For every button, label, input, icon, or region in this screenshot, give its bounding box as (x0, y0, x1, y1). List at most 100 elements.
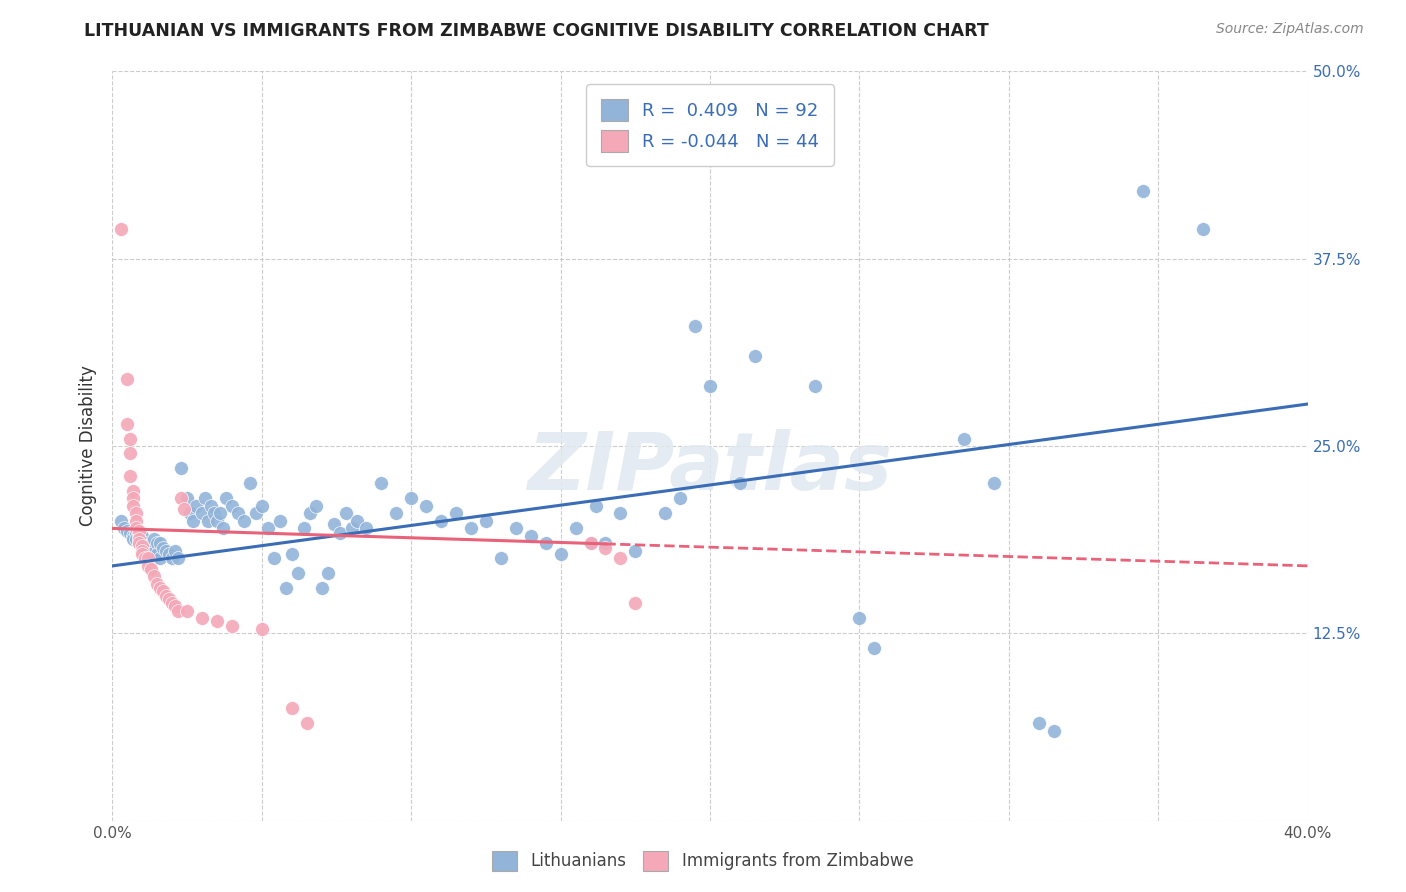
Point (176, 491, 198, 506)
Point (226, 507, 249, 521)
Point (170, 461, 193, 475)
Point (863, 641, 886, 656)
Legend: Lithuanians, Immigrants from Zimbabwe: Lithuanians, Immigrants from Zimbabwe (484, 842, 922, 880)
Point (534, 536, 557, 550)
Point (110, 221, 132, 235)
Point (699, 379, 721, 393)
Point (340, 521, 363, 535)
Point (194, 491, 217, 506)
Point (128, 524, 150, 539)
Point (728, 476, 751, 491)
Point (250, 622, 273, 636)
Point (444, 507, 467, 521)
Point (143, 551, 166, 566)
Point (149, 582, 172, 596)
Point (654, 507, 676, 521)
Point (250, 499, 273, 513)
Point (585, 499, 607, 513)
Point (146, 547, 169, 561)
Point (205, 615, 228, 629)
Point (167, 604, 190, 618)
Point (215, 491, 238, 506)
Point (624, 544, 647, 558)
Point (209, 507, 232, 521)
Text: Source: ZipAtlas.com: Source: ZipAtlas.com (1216, 22, 1364, 37)
Point (245, 507, 267, 521)
Point (128, 536, 150, 550)
Point (134, 541, 156, 555)
Point (173, 502, 195, 516)
Point (803, 379, 825, 393)
Point (125, 514, 148, 528)
Point (415, 499, 437, 513)
Point (191, 611, 214, 625)
Point (181, 514, 204, 528)
Point (128, 536, 150, 550)
Point (298, 507, 321, 521)
Point (125, 521, 148, 535)
Point (269, 514, 291, 528)
Point (122, 491, 145, 506)
Point (141, 541, 163, 555)
Point (579, 536, 602, 550)
Point (138, 540, 160, 554)
Point (122, 483, 145, 498)
Point (401, 491, 423, 506)
Point (520, 529, 543, 543)
Point (329, 525, 352, 540)
Point (157, 547, 180, 561)
Point (281, 701, 304, 715)
Point (595, 541, 617, 555)
Point (125, 532, 148, 546)
Point (138, 558, 160, 573)
Point (152, 541, 174, 555)
Point (257, 521, 280, 535)
Point (155, 544, 177, 558)
Point (167, 551, 190, 566)
Point (1028, 716, 1050, 731)
Point (356, 521, 378, 535)
Point (170, 491, 193, 506)
Point (848, 611, 870, 625)
Y-axis label: Cognitive Disability: Cognitive Disability (79, 366, 97, 526)
Point (138, 544, 160, 558)
Point (221, 619, 243, 633)
Point (609, 551, 631, 566)
Point (125, 525, 148, 540)
Point (305, 499, 328, 513)
Point (165, 544, 187, 558)
Point (683, 319, 706, 334)
Point (131, 540, 153, 554)
Point (624, 596, 647, 610)
Point (295, 716, 318, 731)
Point (179, 507, 201, 521)
Point (120, 432, 142, 446)
Point (212, 521, 235, 535)
Point (983, 476, 1005, 491)
Point (114, 521, 135, 535)
Point (128, 529, 150, 543)
Point (131, 540, 153, 554)
Point (316, 566, 339, 581)
Point (117, 524, 139, 539)
Point (146, 577, 169, 591)
Point (122, 529, 145, 543)
Point (131, 544, 153, 558)
Point (202, 507, 225, 521)
Point (292, 521, 315, 535)
Point (475, 514, 498, 528)
Point (263, 551, 285, 566)
Point (128, 532, 150, 546)
Point (162, 596, 183, 610)
Point (117, 371, 139, 385)
Point (221, 499, 243, 513)
Point (157, 591, 180, 606)
Point (122, 532, 145, 546)
Point (120, 469, 142, 483)
Point (287, 566, 309, 581)
Point (110, 514, 132, 528)
Point (143, 532, 166, 546)
Point (595, 536, 617, 550)
Point (162, 551, 183, 566)
Point (579, 536, 602, 550)
